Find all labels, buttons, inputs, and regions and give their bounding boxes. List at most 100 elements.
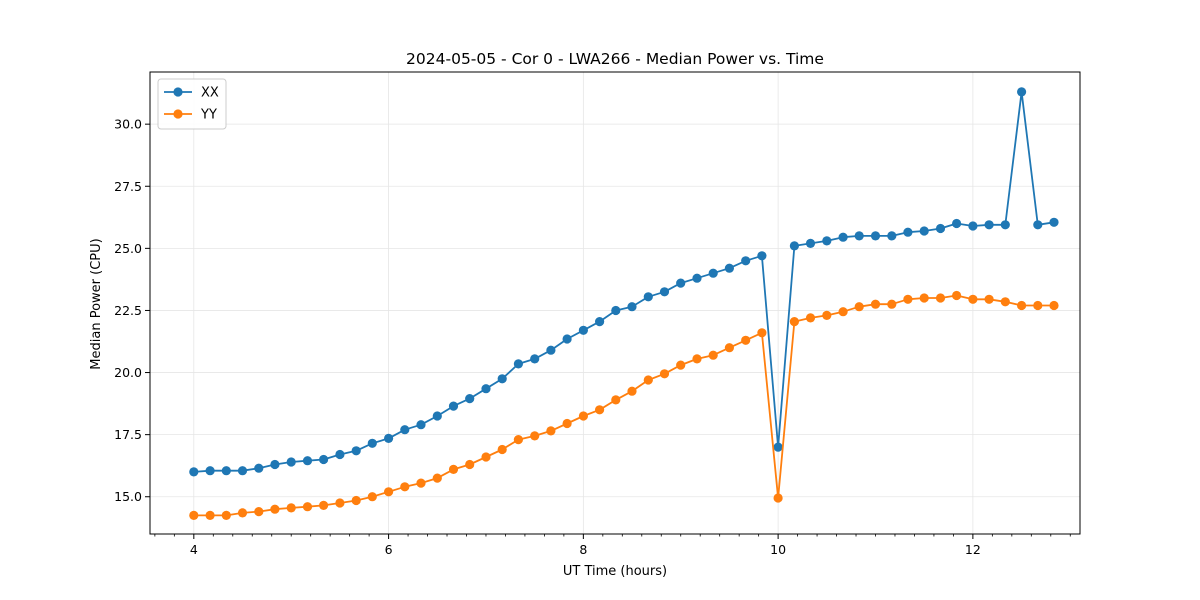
- data-point-yy: [432, 473, 442, 483]
- y-tick-label: 27.5: [114, 179, 142, 194]
- data-point-xx: [887, 231, 897, 241]
- x-tick-label: 12: [965, 542, 981, 557]
- series-xx: [189, 87, 1059, 477]
- y-tick-label: 22.5: [114, 303, 142, 318]
- data-point-xx: [400, 425, 410, 435]
- data-point-xx: [984, 220, 994, 230]
- data-point-yy: [578, 411, 589, 421]
- data-point-xx: [919, 226, 929, 236]
- data-point-yy: [676, 360, 686, 370]
- data-point-xx: [595, 317, 605, 327]
- data-point-xx: [384, 433, 394, 443]
- data-point-yy: [757, 328, 767, 338]
- data-point-yy: [400, 482, 410, 492]
- data-point-xx: [1017, 87, 1027, 97]
- data-point-yy: [254, 507, 264, 517]
- data-point-xx: [286, 457, 296, 467]
- data-point-yy: [984, 294, 994, 304]
- data-point-yy: [870, 299, 881, 309]
- data-point-yy: [805, 313, 816, 323]
- data-point-yy: [789, 317, 800, 327]
- data-point-xx: [870, 231, 881, 241]
- data-point-yy: [448, 464, 459, 474]
- data-point-yy: [595, 405, 605, 415]
- data-point-yy: [335, 498, 345, 508]
- data-point-xx: [189, 467, 199, 477]
- y-tick-label: 25.0: [114, 241, 142, 256]
- y-tick-label: 17.5: [114, 427, 142, 442]
- data-point-xx: [205, 466, 215, 476]
- data-point-xx: [952, 218, 962, 229]
- data-point-xx: [659, 287, 670, 297]
- legend-label: XX: [201, 86, 219, 101]
- data-point-xx: [546, 345, 556, 355]
- data-point-xx: [319, 454, 329, 465]
- data-point-xx: [773, 442, 783, 452]
- data-point-xx: [562, 334, 572, 344]
- data-point-yy: [513, 435, 524, 445]
- data-point-xx: [676, 278, 686, 288]
- data-point-yy: [903, 294, 913, 304]
- data-point-yy: [384, 487, 394, 497]
- y-axis-label: Median Power (CPU): [89, 238, 104, 369]
- data-point-yy: [286, 503, 296, 513]
- data-point-yy: [887, 299, 897, 309]
- data-point-xx: [335, 449, 345, 460]
- data-point-yy: [822, 310, 832, 320]
- data-point-xx: [237, 466, 248, 476]
- x-tick-label: 4: [190, 542, 198, 557]
- data-point-yy: [562, 418, 572, 429]
- data-point-yy: [773, 493, 783, 503]
- data-point-yy: [1049, 300, 1059, 311]
- data-point-xx: [270, 459, 280, 470]
- series-line-yy: [193, 294, 1054, 517]
- data-point-xx: [254, 463, 264, 473]
- data-point-yy: [627, 386, 637, 396]
- data-point-xx: [465, 394, 475, 404]
- data-point-xx: [578, 325, 589, 335]
- data-point-yy: [270, 504, 280, 514]
- y-tick-label: 15.0: [114, 489, 142, 504]
- data-point-xx: [416, 420, 426, 430]
- data-point-xx: [367, 438, 377, 448]
- data-point-xx: [903, 227, 913, 237]
- data-point-xx: [968, 221, 978, 231]
- chart-title: 2024-05-05 - Cor 0 - LWA266 - Median Pow…: [406, 50, 824, 68]
- data-point-yy: [351, 495, 361, 506]
- x-tick-label: 8: [579, 542, 587, 557]
- data-point-yy: [319, 500, 329, 510]
- data-point-yy: [968, 294, 978, 304]
- data-point-yy: [692, 354, 702, 364]
- legend-label: YY: [200, 108, 217, 123]
- data-point-yy: [302, 502, 313, 512]
- plot-frame: [149, 71, 1081, 535]
- data-point-xx: [513, 359, 524, 369]
- data-point-yy: [497, 444, 507, 455]
- data-point-xx: [1033, 220, 1043, 230]
- series-yy: [189, 290, 1059, 520]
- data-point-xx: [611, 305, 621, 316]
- data-point-xx: [822, 236, 832, 246]
- data-point-yy: [854, 302, 864, 312]
- data-point-xx: [708, 268, 718, 278]
- data-point-yy: [659, 369, 670, 379]
- y-tick-label: 30.0: [114, 117, 142, 132]
- legend-item-xx: XX: [164, 86, 219, 101]
- data-point-xx: [741, 256, 751, 266]
- data-point-xx: [692, 273, 702, 283]
- data-point-yy: [205, 510, 215, 520]
- legend-item-yy: YY: [164, 108, 217, 123]
- data-point-xx: [448, 401, 459, 411]
- axis-ticks: 4 6 8 10 12 15.0 17.5 20.0 22.5 25.0 27.5 30.0: [114, 117, 1071, 557]
- data-point-yy: [465, 459, 475, 470]
- data-point-xx: [789, 241, 800, 251]
- data-point-yy: [919, 293, 929, 303]
- data-point-yy: [530, 431, 540, 441]
- y-tick-label: 20.0: [114, 365, 142, 380]
- data-point-xx: [432, 411, 442, 421]
- data-point-yy: [708, 350, 718, 360]
- x-tick-label: 6: [385, 542, 393, 557]
- data-point-xx: [805, 238, 816, 248]
- data-point-xx: [854, 231, 864, 241]
- series-layer: [189, 87, 1059, 520]
